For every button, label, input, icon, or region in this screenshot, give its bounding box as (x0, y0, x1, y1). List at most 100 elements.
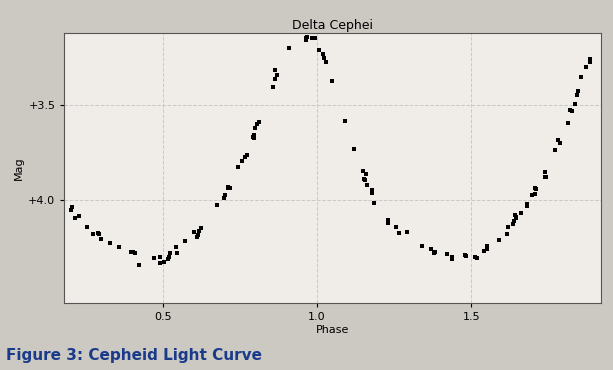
Point (223, 185, 233, 191)
Point (349, 146, 359, 152)
Point (254, 119, 264, 125)
X-axis label: Phase: Phase (316, 325, 349, 335)
Point (268, 84, 278, 90)
Point (447, 256, 457, 262)
Point (443, 251, 452, 257)
Point (570, 101, 580, 107)
Point (470, 254, 480, 260)
Point (196, 225, 205, 231)
Point (134, 263, 143, 269)
Point (576, 74, 586, 80)
Point (310, 35, 320, 41)
Point (114, 244, 124, 250)
Point (164, 254, 174, 260)
Point (327, 78, 337, 84)
Point (159, 259, 169, 265)
Point (508, 222, 518, 228)
Point (225, 185, 235, 191)
Point (88, 231, 98, 237)
Point (70, 215, 80, 221)
Point (164, 256, 173, 262)
Point (482, 243, 492, 249)
Point (359, 168, 368, 174)
Point (270, 77, 280, 83)
Point (321, 59, 331, 65)
Point (461, 253, 471, 259)
Point (585, 56, 595, 62)
Point (361, 171, 371, 177)
Point (250, 125, 260, 131)
Point (82, 224, 92, 230)
Point (249, 132, 259, 138)
Point (314, 47, 324, 53)
Point (302, 34, 311, 40)
Point (510, 212, 520, 218)
Point (447, 255, 457, 260)
Point (93, 230, 103, 236)
Point (426, 246, 436, 252)
Point (319, 56, 329, 61)
Point (394, 230, 403, 236)
Point (213, 202, 223, 208)
Point (248, 134, 258, 139)
Point (307, 35, 317, 41)
Point (370, 200, 379, 206)
Point (180, 238, 189, 244)
Point (240, 154, 249, 160)
Point (237, 158, 246, 164)
Point (194, 228, 204, 234)
Point (383, 220, 393, 226)
Point (194, 232, 204, 238)
Point (479, 248, 489, 254)
Point (554, 137, 563, 143)
Point (220, 192, 230, 198)
Point (540, 169, 550, 175)
Point (503, 224, 513, 230)
Point (367, 187, 377, 193)
Point (494, 238, 504, 243)
Point (94, 231, 104, 237)
Text: Figure 3: Cepheid Light Curve: Figure 3: Cepheid Light Curve (6, 347, 262, 363)
Point (565, 107, 575, 113)
Point (67, 204, 77, 210)
Point (301, 35, 311, 41)
Point (530, 191, 540, 197)
Point (284, 45, 294, 51)
Point (340, 118, 350, 124)
Title: Delta Cephei: Delta Cephei (292, 19, 373, 32)
Point (511, 215, 521, 221)
Point (105, 240, 115, 246)
Point (156, 254, 166, 260)
Point (131, 250, 140, 256)
Point (540, 174, 550, 179)
Point (471, 255, 481, 261)
Point (233, 164, 243, 170)
Point (126, 249, 136, 255)
Point (74, 213, 83, 219)
Point (154, 260, 164, 266)
Point (272, 72, 282, 78)
Point (189, 229, 199, 235)
Point (573, 88, 583, 94)
Point (362, 182, 371, 188)
Point (384, 217, 394, 223)
Point (166, 250, 175, 256)
Point (192, 234, 202, 240)
Point (522, 201, 531, 207)
Point (522, 203, 532, 209)
Point (482, 246, 492, 252)
Point (568, 108, 577, 114)
Point (428, 250, 438, 256)
Point (417, 243, 427, 249)
Point (272, 72, 282, 78)
Point (66, 206, 76, 212)
Point (522, 202, 531, 208)
Point (541, 174, 550, 179)
Point (511, 213, 521, 219)
Point (219, 195, 229, 201)
Point (302, 37, 311, 43)
Point (97, 236, 107, 242)
Point (555, 140, 565, 146)
Point (461, 253, 471, 259)
Point (243, 152, 253, 158)
